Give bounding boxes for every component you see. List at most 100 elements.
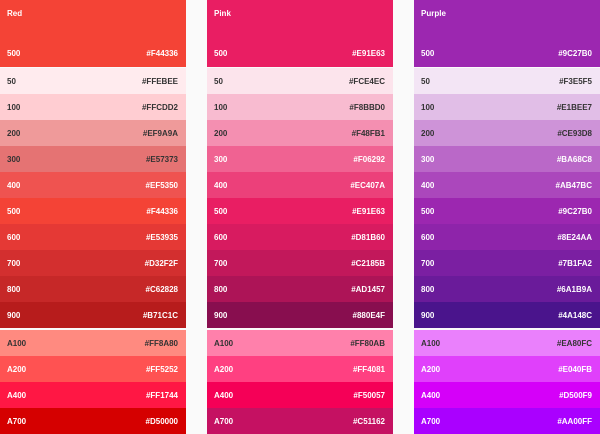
color-swatch[interactable]: A200 #E040FB (414, 356, 600, 382)
swatch-label: 300 (421, 154, 435, 164)
color-swatch[interactable]: 900 #880E4F (207, 302, 393, 328)
swatch-label: 600 (7, 232, 21, 242)
swatch-label: 700 (7, 258, 21, 268)
swatch-hex: #AA00FF (557, 416, 592, 426)
swatch-label: 500 (214, 206, 228, 216)
swatch-label: A700 (421, 416, 441, 426)
swatch-hex: #FCE4EC (348, 76, 385, 86)
color-swatch[interactable]: 400 #EF5350 (0, 172, 186, 198)
color-swatch[interactable]: 200 #CE93D8 (414, 120, 600, 146)
swatch-hex: #BA68C8 (556, 154, 592, 164)
color-swatch[interactable]: A100 #EA80FC (414, 330, 600, 356)
palette-header[interactable]: Pink 500 #E91E63 (207, 0, 393, 67)
palette-column-red: Red 500 #F44336 50 #FFEBEE 100 #FFCDD2 200 #EF9A… (0, 0, 186, 434)
swatch-label: 600 (421, 232, 435, 242)
swatch-label: A200 (214, 364, 234, 374)
swatch-hex: #AD1457 (351, 284, 385, 294)
color-swatch[interactable]: 700 #D32F2F (0, 250, 186, 276)
swatch-label: 700 (214, 258, 228, 268)
swatch-hex: #FF4081 (352, 364, 385, 374)
color-swatch[interactable]: 800 #AD1457 (207, 276, 393, 302)
color-swatch[interactable]: A100 #FF8A80 (0, 330, 186, 356)
color-swatch[interactable]: 600 #E53935 (0, 224, 186, 250)
color-swatch[interactable]: 400 #EC407A (207, 172, 393, 198)
swatch-hex: #F8BBD0 (349, 102, 385, 112)
divider (414, 328, 600, 330)
swatch-hex: #F48FB1 (351, 128, 385, 138)
color-swatch[interactable]: A400 #F50057 (207, 382, 393, 408)
divider (0, 328, 186, 330)
palette-title: Pink (214, 9, 231, 18)
swatch-label: A200 (421, 364, 441, 374)
color-swatch[interactable]: A400 #D500F9 (414, 382, 600, 408)
color-swatch[interactable]: 300 #BA68C8 (414, 146, 600, 172)
swatch-hex: #9C27B0 (558, 49, 592, 58)
swatch-label: 500 (7, 206, 21, 216)
color-swatch[interactable]: A700 #D50000 (0, 408, 186, 434)
swatch-label: A400 (421, 390, 441, 400)
palette-header[interactable]: Red 500 #F44336 (0, 0, 186, 67)
swatch-hex: #F44336 (146, 49, 178, 58)
color-swatch[interactable]: A100 #FF80AB (207, 330, 393, 356)
color-swatch[interactable]: A700 #C51162 (207, 408, 393, 434)
color-swatch[interactable]: 50 #FFEBEE (0, 68, 186, 94)
swatch-label: 100 (214, 102, 228, 112)
swatch-label: 50 (7, 76, 16, 86)
swatch-hex: #C51162 (352, 416, 385, 426)
swatch-label: 300 (7, 154, 21, 164)
color-swatch[interactable]: 50 #FCE4EC (207, 68, 393, 94)
swatch-hex: #6A1B9A (556, 284, 592, 294)
swatch-label: A700 (214, 416, 234, 426)
color-swatch[interactable]: 700 #C2185B (207, 250, 393, 276)
color-swatch[interactable]: 500 #9C27B0 (414, 198, 600, 224)
color-swatch[interactable]: 200 #EF9A9A (0, 120, 186, 146)
swatch-label: 500 (421, 49, 435, 58)
swatch-label: 50 (421, 76, 430, 86)
swatch-label: A700 (7, 416, 27, 426)
color-swatch[interactable]: 800 #6A1B9A (414, 276, 600, 302)
swatch-hex: #EF5350 (145, 180, 178, 190)
color-swatch[interactable]: A200 #FF5252 (0, 356, 186, 382)
color-swatch[interactable]: 300 #F06292 (207, 146, 393, 172)
swatch-label: 200 (7, 128, 21, 138)
color-swatch[interactable]: 900 #4A148C (414, 302, 600, 328)
swatch-label: 300 (214, 154, 228, 164)
swatch-hex: #E91E63 (352, 49, 385, 58)
color-swatch[interactable]: 300 #E57373 (0, 146, 186, 172)
swatch-hex: #C62828 (145, 284, 178, 294)
color-swatch[interactable]: 400 #AB47BC (414, 172, 600, 198)
swatch-hex: #CE93D8 (557, 128, 592, 138)
color-swatch[interactable]: 700 #7B1FA2 (414, 250, 600, 276)
color-swatch[interactable]: 200 #F48FB1 (207, 120, 393, 146)
swatch-label: A200 (7, 364, 27, 374)
swatch-hex: #8E24AA (557, 232, 592, 242)
swatch-hex: #F06292 (353, 154, 385, 164)
color-swatch[interactable]: 100 #FFCDD2 (0, 94, 186, 120)
color-swatch[interactable]: 800 #C62828 (0, 276, 186, 302)
color-swatch[interactable]: 50 #F3E5F5 (414, 68, 600, 94)
color-swatch[interactable]: 500 #E91E63 (207, 198, 393, 224)
color-swatch[interactable]: 100 #F8BBD0 (207, 94, 393, 120)
swatch-hex: #E1BEE7 (556, 102, 592, 112)
color-swatch[interactable]: A400 #FF1744 (0, 382, 186, 408)
color-swatch[interactable]: 100 #E1BEE7 (414, 94, 600, 120)
swatch-hex: #F3E5F5 (559, 76, 592, 86)
color-swatch[interactable]: 500 #F44336 (0, 198, 186, 224)
swatch-hex: #AB47BC (555, 180, 592, 190)
color-swatch[interactable]: 600 #8E24AA (414, 224, 600, 250)
swatch-hex: #C2185B (351, 258, 385, 268)
swatch-hex: #880E4F (352, 310, 385, 320)
palette-header[interactable]: Purple 500 #9C27B0 (414, 0, 600, 67)
swatch-hex: #E57373 (145, 154, 178, 164)
swatch-hex: #9C27B0 (558, 206, 592, 216)
palette-title: Purple (421, 9, 446, 18)
color-swatch[interactable]: A700 #AA00FF (414, 408, 600, 434)
color-swatch[interactable]: A200 #FF4081 (207, 356, 393, 382)
swatch-label: A100 (421, 338, 441, 348)
swatch-hex: #7B1FA2 (558, 258, 592, 268)
swatch-label: A400 (7, 390, 27, 400)
color-swatch[interactable]: 900 #B71C1C (0, 302, 186, 328)
swatch-hex: #FF80AB (350, 338, 385, 348)
color-swatch[interactable]: 600 #D81B60 (207, 224, 393, 250)
swatch-label: 500 (7, 49, 21, 58)
